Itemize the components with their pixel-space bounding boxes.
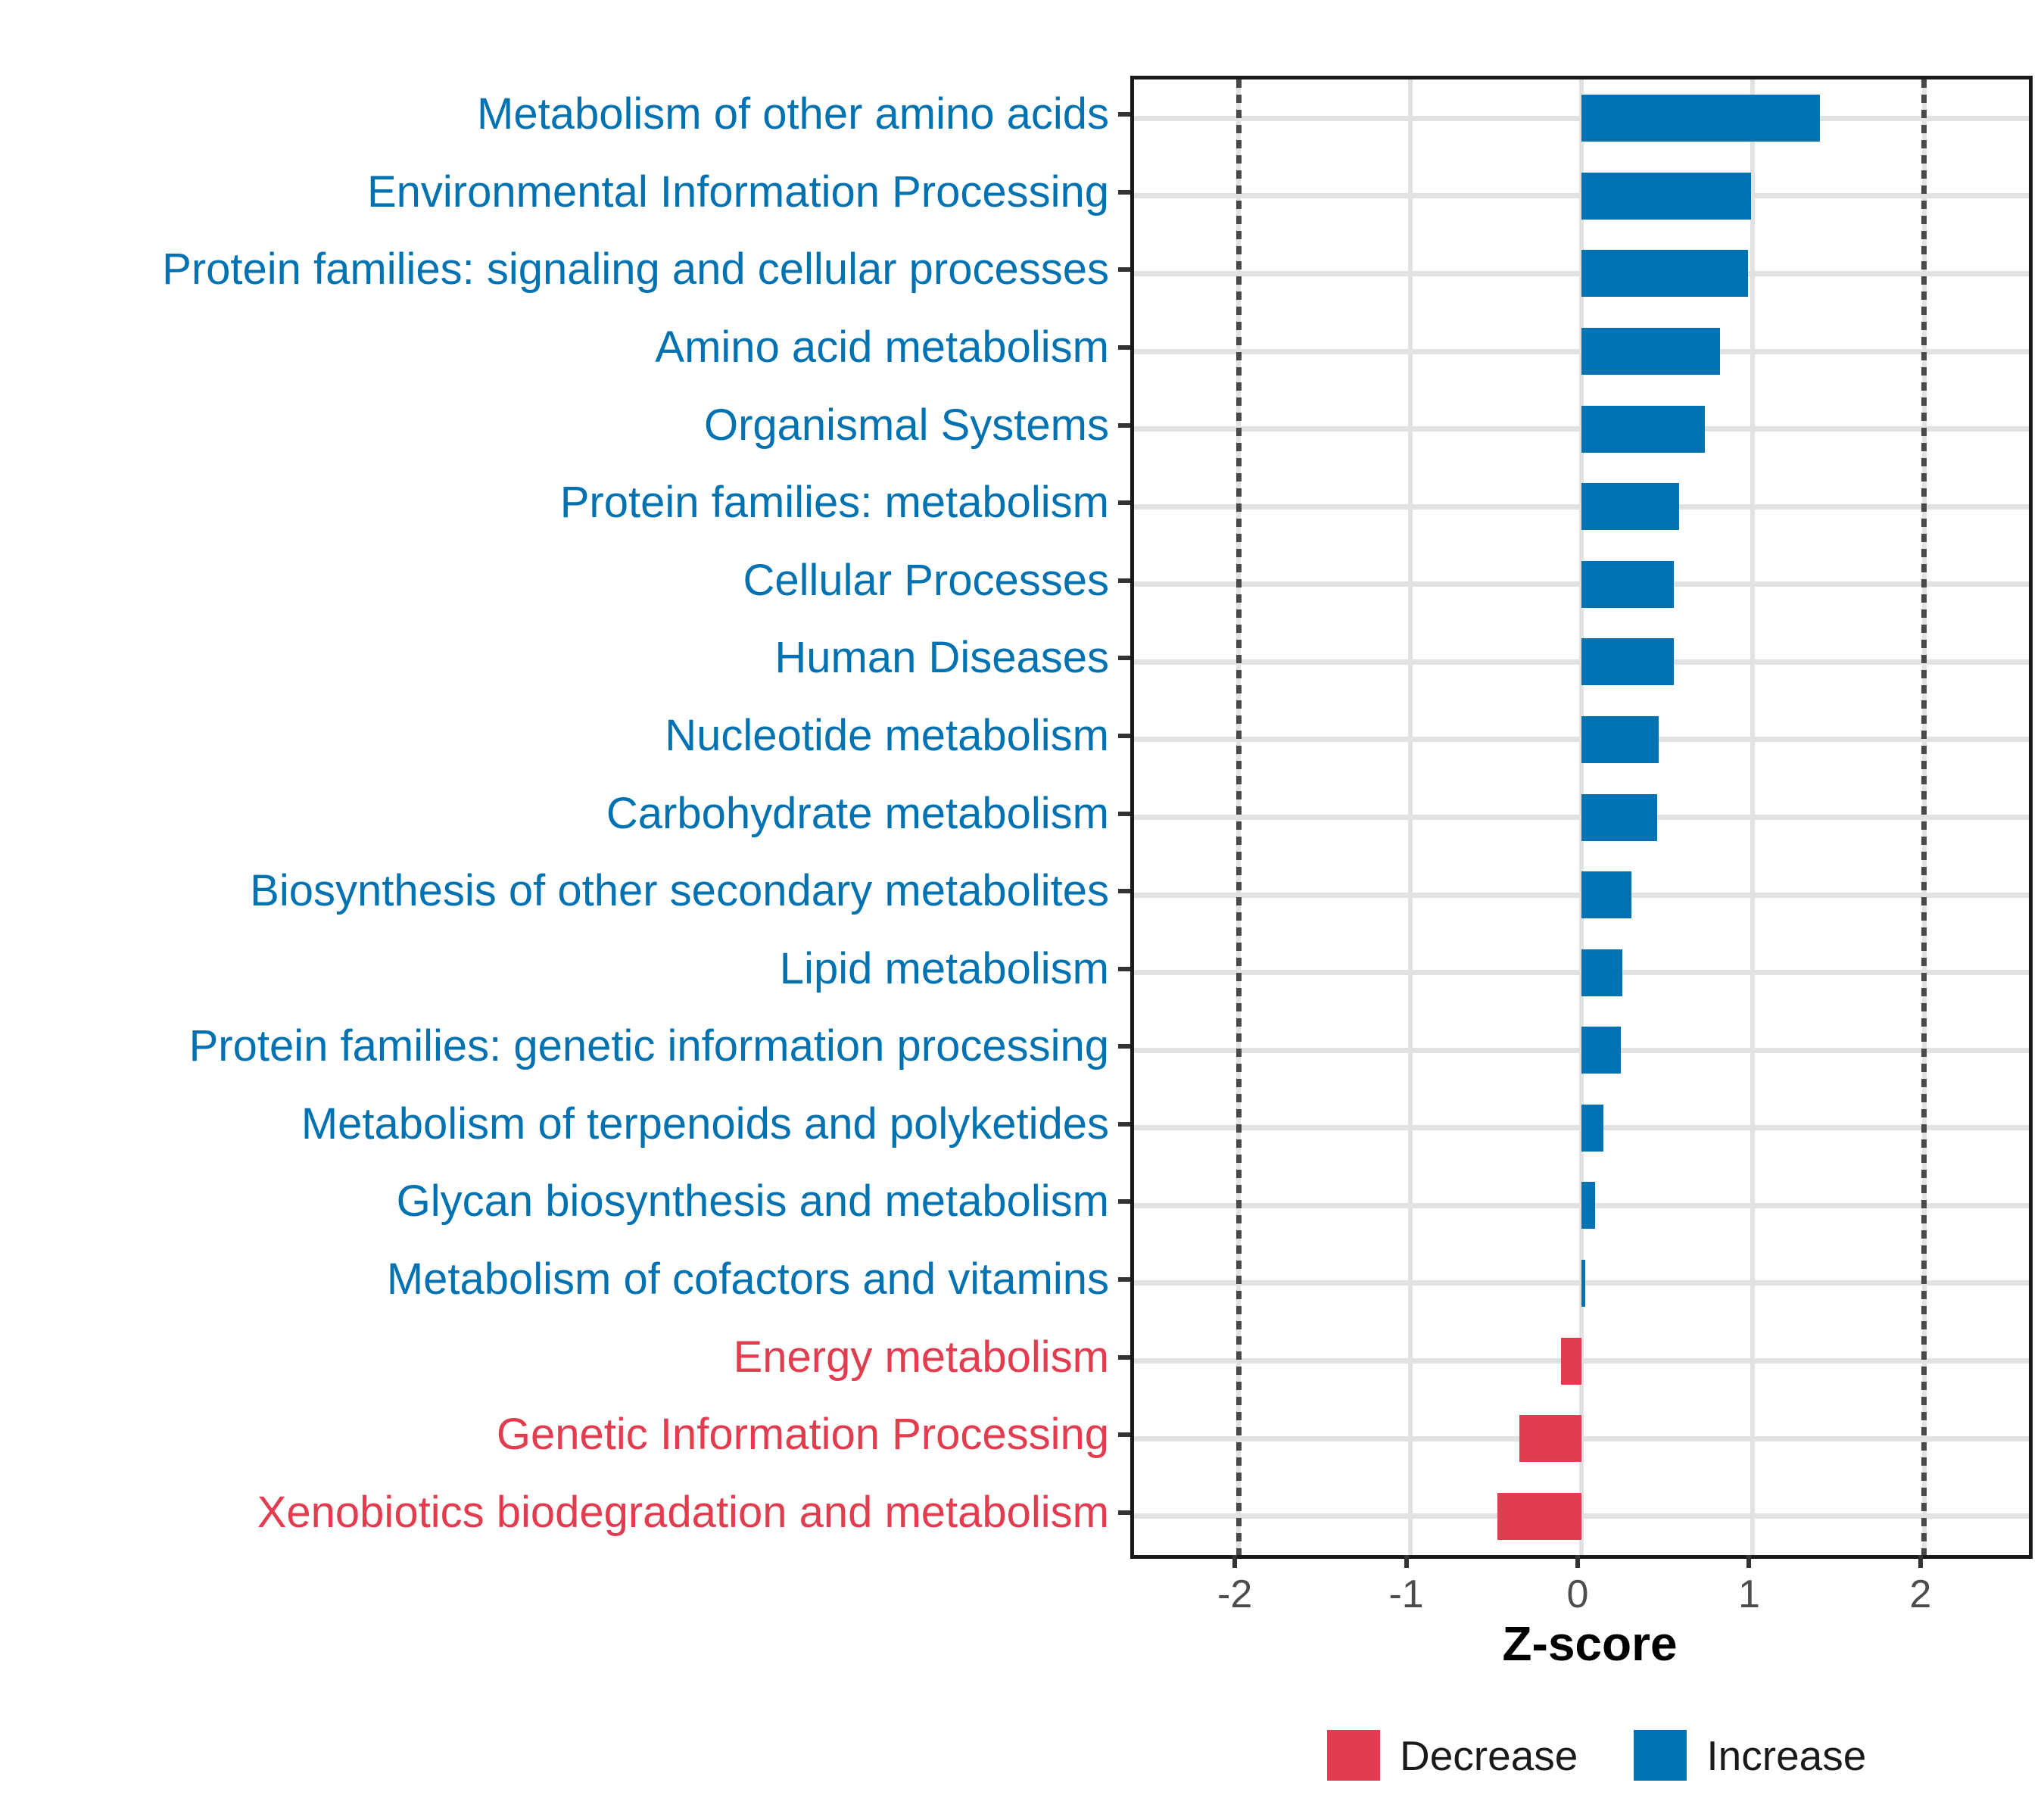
bar	[1497, 1492, 1581, 1540]
category-label: Protein families: metabolism	[559, 478, 1109, 528]
bar	[1581, 405, 1706, 453]
category-label: Biosynthesis of other secondary metaboli…	[250, 866, 1109, 916]
category-label: Protein families: signaling and cellular…	[162, 245, 1109, 295]
x-tick	[1232, 1555, 1238, 1568]
legend-label-increase: Increase	[1706, 1731, 1867, 1779]
y-tick	[1118, 1276, 1130, 1282]
y-tick	[1118, 1121, 1130, 1127]
legend-swatch-increase	[1634, 1730, 1687, 1781]
y-tick	[1118, 733, 1130, 738]
y-tick	[1118, 889, 1130, 894]
bar	[1581, 1027, 1622, 1074]
y-tick	[1118, 500, 1130, 506]
legend-swatch-decrease	[1327, 1730, 1380, 1781]
x-tick-label: -1	[1388, 1572, 1424, 1616]
category-label: Metabolism of terpenoids and polyketides	[301, 1099, 1109, 1148]
bar	[1581, 1182, 1596, 1230]
y-tick	[1118, 656, 1130, 661]
x-tick	[1746, 1555, 1752, 1568]
bar	[1581, 949, 1623, 996]
category-label: Amino acid metabolism	[655, 323, 1109, 372]
bar	[1581, 328, 1721, 376]
plot-panel	[1130, 76, 2033, 1559]
legend-label-decrease: Decrease	[1400, 1731, 1578, 1779]
dashed-reference-line	[1235, 79, 1242, 1555]
h-gridline	[1134, 1358, 2029, 1364]
y-tick	[1118, 112, 1130, 117]
y-tick	[1118, 1432, 1130, 1438]
category-label: Nucleotide metabolism	[665, 710, 1109, 760]
bar	[1581, 871, 1631, 919]
y-tick	[1118, 966, 1130, 971]
category-label: Glycan biosynthesis and metabolism	[396, 1177, 1109, 1226]
x-tick-label: 1	[1737, 1572, 1760, 1616]
category-label: Lipid metabolism	[779, 943, 1109, 993]
bar	[1581, 483, 1680, 531]
h-gridline	[1134, 1435, 2029, 1441]
y-tick	[1118, 1199, 1130, 1205]
dashed-reference-line	[1921, 79, 1927, 1555]
x-tick	[1575, 1555, 1580, 1568]
y-tick	[1118, 1354, 1130, 1360]
category-label: Xenobiotics biodegradation and metabolis…	[257, 1487, 1109, 1537]
x-tick-label: 2	[1909, 1572, 1932, 1616]
category-label: Organismal Systems	[703, 400, 1109, 450]
category-label: Cellular Processes	[743, 555, 1109, 605]
category-label: Human Diseases	[774, 633, 1109, 683]
y-tick	[1118, 422, 1130, 428]
y-tick	[1118, 189, 1130, 195]
bar	[1581, 1259, 1585, 1307]
x-tick-label: -2	[1217, 1572, 1253, 1616]
y-tick	[1118, 811, 1130, 816]
bar	[1581, 638, 1675, 686]
x-tick-label: 0	[1566, 1572, 1589, 1616]
x-tick	[1918, 1555, 1923, 1568]
y-tick	[1118, 345, 1130, 351]
category-label: Environmental Information Processing	[366, 167, 1109, 217]
category-label: Carbohydrate metabolism	[606, 788, 1109, 838]
bar	[1581, 1104, 1604, 1152]
bar	[1581, 715, 1659, 763]
bar	[1560, 1337, 1581, 1385]
category-label: Genetic Information Processing	[496, 1410, 1109, 1460]
legend: Decrease Increase	[1327, 1730, 1866, 1781]
category-label: Protein families: genetic information pr…	[189, 1021, 1109, 1071]
bar	[1519, 1415, 1581, 1463]
y-tick	[1118, 578, 1130, 583]
y-tick	[1118, 1510, 1130, 1515]
h-gridline	[1134, 1513, 2029, 1519]
category-label: Metabolism of cofactors and vitamins	[386, 1254, 1109, 1304]
y-tick	[1118, 1044, 1130, 1049]
category-label: Metabolism of other amino acids	[477, 89, 1109, 139]
bar	[1581, 172, 1752, 220]
bar	[1581, 560, 1675, 608]
category-label: Energy metabolism	[733, 1332, 1109, 1382]
bar	[1581, 793, 1657, 841]
y-tick	[1118, 267, 1130, 273]
x-tick	[1404, 1555, 1409, 1568]
bar	[1581, 95, 1820, 142]
x-axis-title: Z-score	[1502, 1616, 1678, 1671]
bar	[1581, 250, 1748, 298]
